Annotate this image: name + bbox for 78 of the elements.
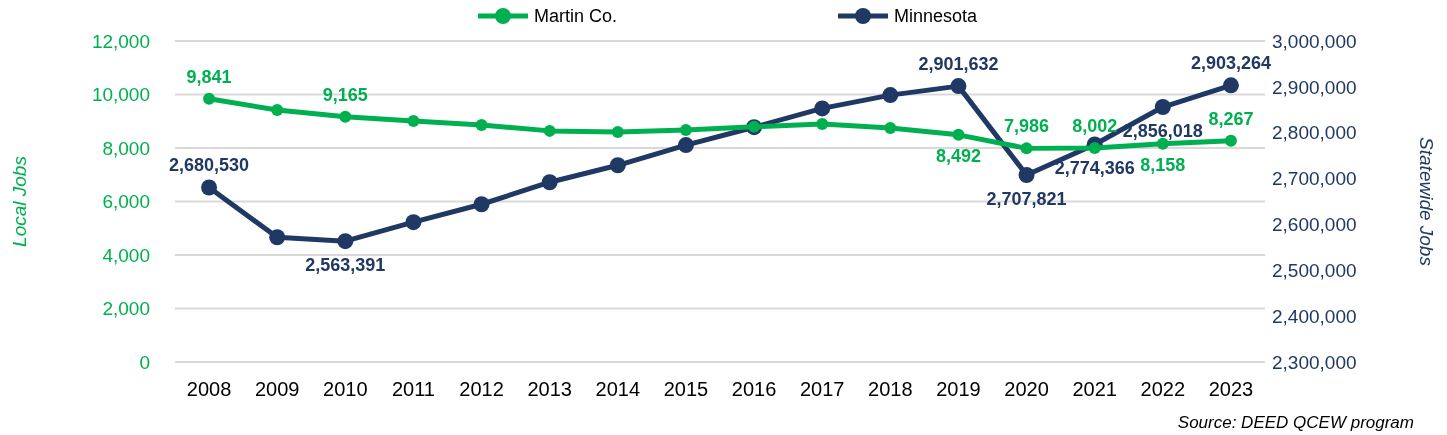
- y-tick-label: 2,000: [102, 298, 150, 320]
- data-label: 2,901,632: [918, 54, 999, 75]
- point: [1088, 141, 1101, 154]
- point: [611, 125, 624, 138]
- point: [1222, 77, 1239, 94]
- data-label: 2,856,018: [1122, 121, 1203, 142]
- x-tick-label: 2018: [868, 378, 913, 400]
- point: [609, 157, 626, 174]
- x-tick-label: 2009: [254, 378, 300, 400]
- x-tick-label: 2021: [1072, 378, 1117, 400]
- point: [407, 114, 420, 127]
- x-tick-label: 2016: [731, 378, 777, 400]
- y2-tick-label: 2,700,000: [1272, 168, 1357, 190]
- point: [201, 179, 218, 196]
- point: [271, 104, 284, 117]
- x-tick-label: 2022: [1140, 378, 1186, 400]
- x-tick-label: 2012: [459, 378, 504, 400]
- point: [679, 124, 692, 137]
- point: [882, 87, 899, 104]
- y-tick-label: 10,000: [91, 84, 150, 106]
- point: [473, 196, 490, 213]
- data-label: 8,492: [935, 145, 981, 166]
- data-label: 8,002: [1072, 115, 1118, 136]
- point: [337, 233, 354, 250]
- y2-tick-label: 2,900,000: [1272, 76, 1357, 98]
- y2-tick-label: 2,300,000: [1272, 351, 1357, 373]
- x-tick-label: 2023: [1208, 378, 1254, 400]
- point: [814, 100, 831, 117]
- y-tick-label: 4,000: [102, 244, 150, 266]
- y2-tick-label: 2,600,000: [1272, 214, 1357, 236]
- point: [203, 92, 216, 105]
- y2-tick-label: 2,500,000: [1272, 259, 1357, 281]
- point: [1224, 134, 1237, 147]
- point: [339, 110, 352, 123]
- point: [884, 121, 897, 134]
- x-tick-label: 2013: [527, 378, 572, 400]
- x-tick-label: 2015: [663, 378, 709, 400]
- data-label: 2,774,366: [1054, 158, 1135, 179]
- y2-tick-label: 3,000,000: [1272, 30, 1357, 52]
- data-label: 8,267: [1208, 108, 1254, 129]
- data-label: 7,986: [1004, 116, 1050, 137]
- point: [269, 229, 286, 246]
- point: [543, 124, 556, 137]
- x-tick-label: 2017: [799, 378, 845, 400]
- x-tick-label: 2008: [186, 378, 232, 400]
- y2-tick-label: 2,400,000: [1272, 305, 1357, 327]
- point: [952, 128, 965, 141]
- point: [816, 117, 829, 130]
- data-label: 2,707,821: [986, 188, 1067, 209]
- y-tick-label: 6,000: [102, 191, 150, 213]
- point: [950, 78, 967, 95]
- x-tick-label: 2014: [595, 378, 641, 400]
- data-label: 2,903,264: [1190, 53, 1271, 74]
- point: [541, 174, 558, 191]
- x-tick-label: 2011: [391, 378, 435, 400]
- x-tick-label: 2020: [1004, 378, 1049, 400]
- point: [1154, 99, 1171, 116]
- legend-label: Martin Co.: [534, 6, 618, 27]
- source-note: Source: DEED QCEW program: [1177, 413, 1414, 432]
- x-tick-label: 2010: [323, 378, 368, 400]
- y2-axis-title: Statewide Jobs: [1416, 137, 1437, 267]
- y-tick-label: 8,000: [102, 137, 150, 159]
- point: [677, 137, 694, 154]
- data-label: 9,165: [322, 84, 368, 105]
- data-label: 8,158: [1140, 154, 1186, 175]
- data-label: 2,680,530: [169, 155, 250, 176]
- y-axis-title: Local Jobs: [9, 155, 30, 247]
- point: [475, 119, 488, 131]
- data-label: 2,563,391: [305, 255, 386, 276]
- point: [1020, 142, 1033, 155]
- y2-tick-label: 2,800,000: [1272, 122, 1357, 144]
- point: [405, 214, 422, 231]
- y-tick-label: 12,000: [91, 30, 150, 52]
- legend-label: Minnesota: [894, 6, 979, 27]
- data-label: 9,841: [186, 66, 232, 87]
- point: [1018, 166, 1035, 183]
- y-tick-label: 0: [139, 351, 150, 373]
- x-tick-label: 2019: [936, 378, 981, 400]
